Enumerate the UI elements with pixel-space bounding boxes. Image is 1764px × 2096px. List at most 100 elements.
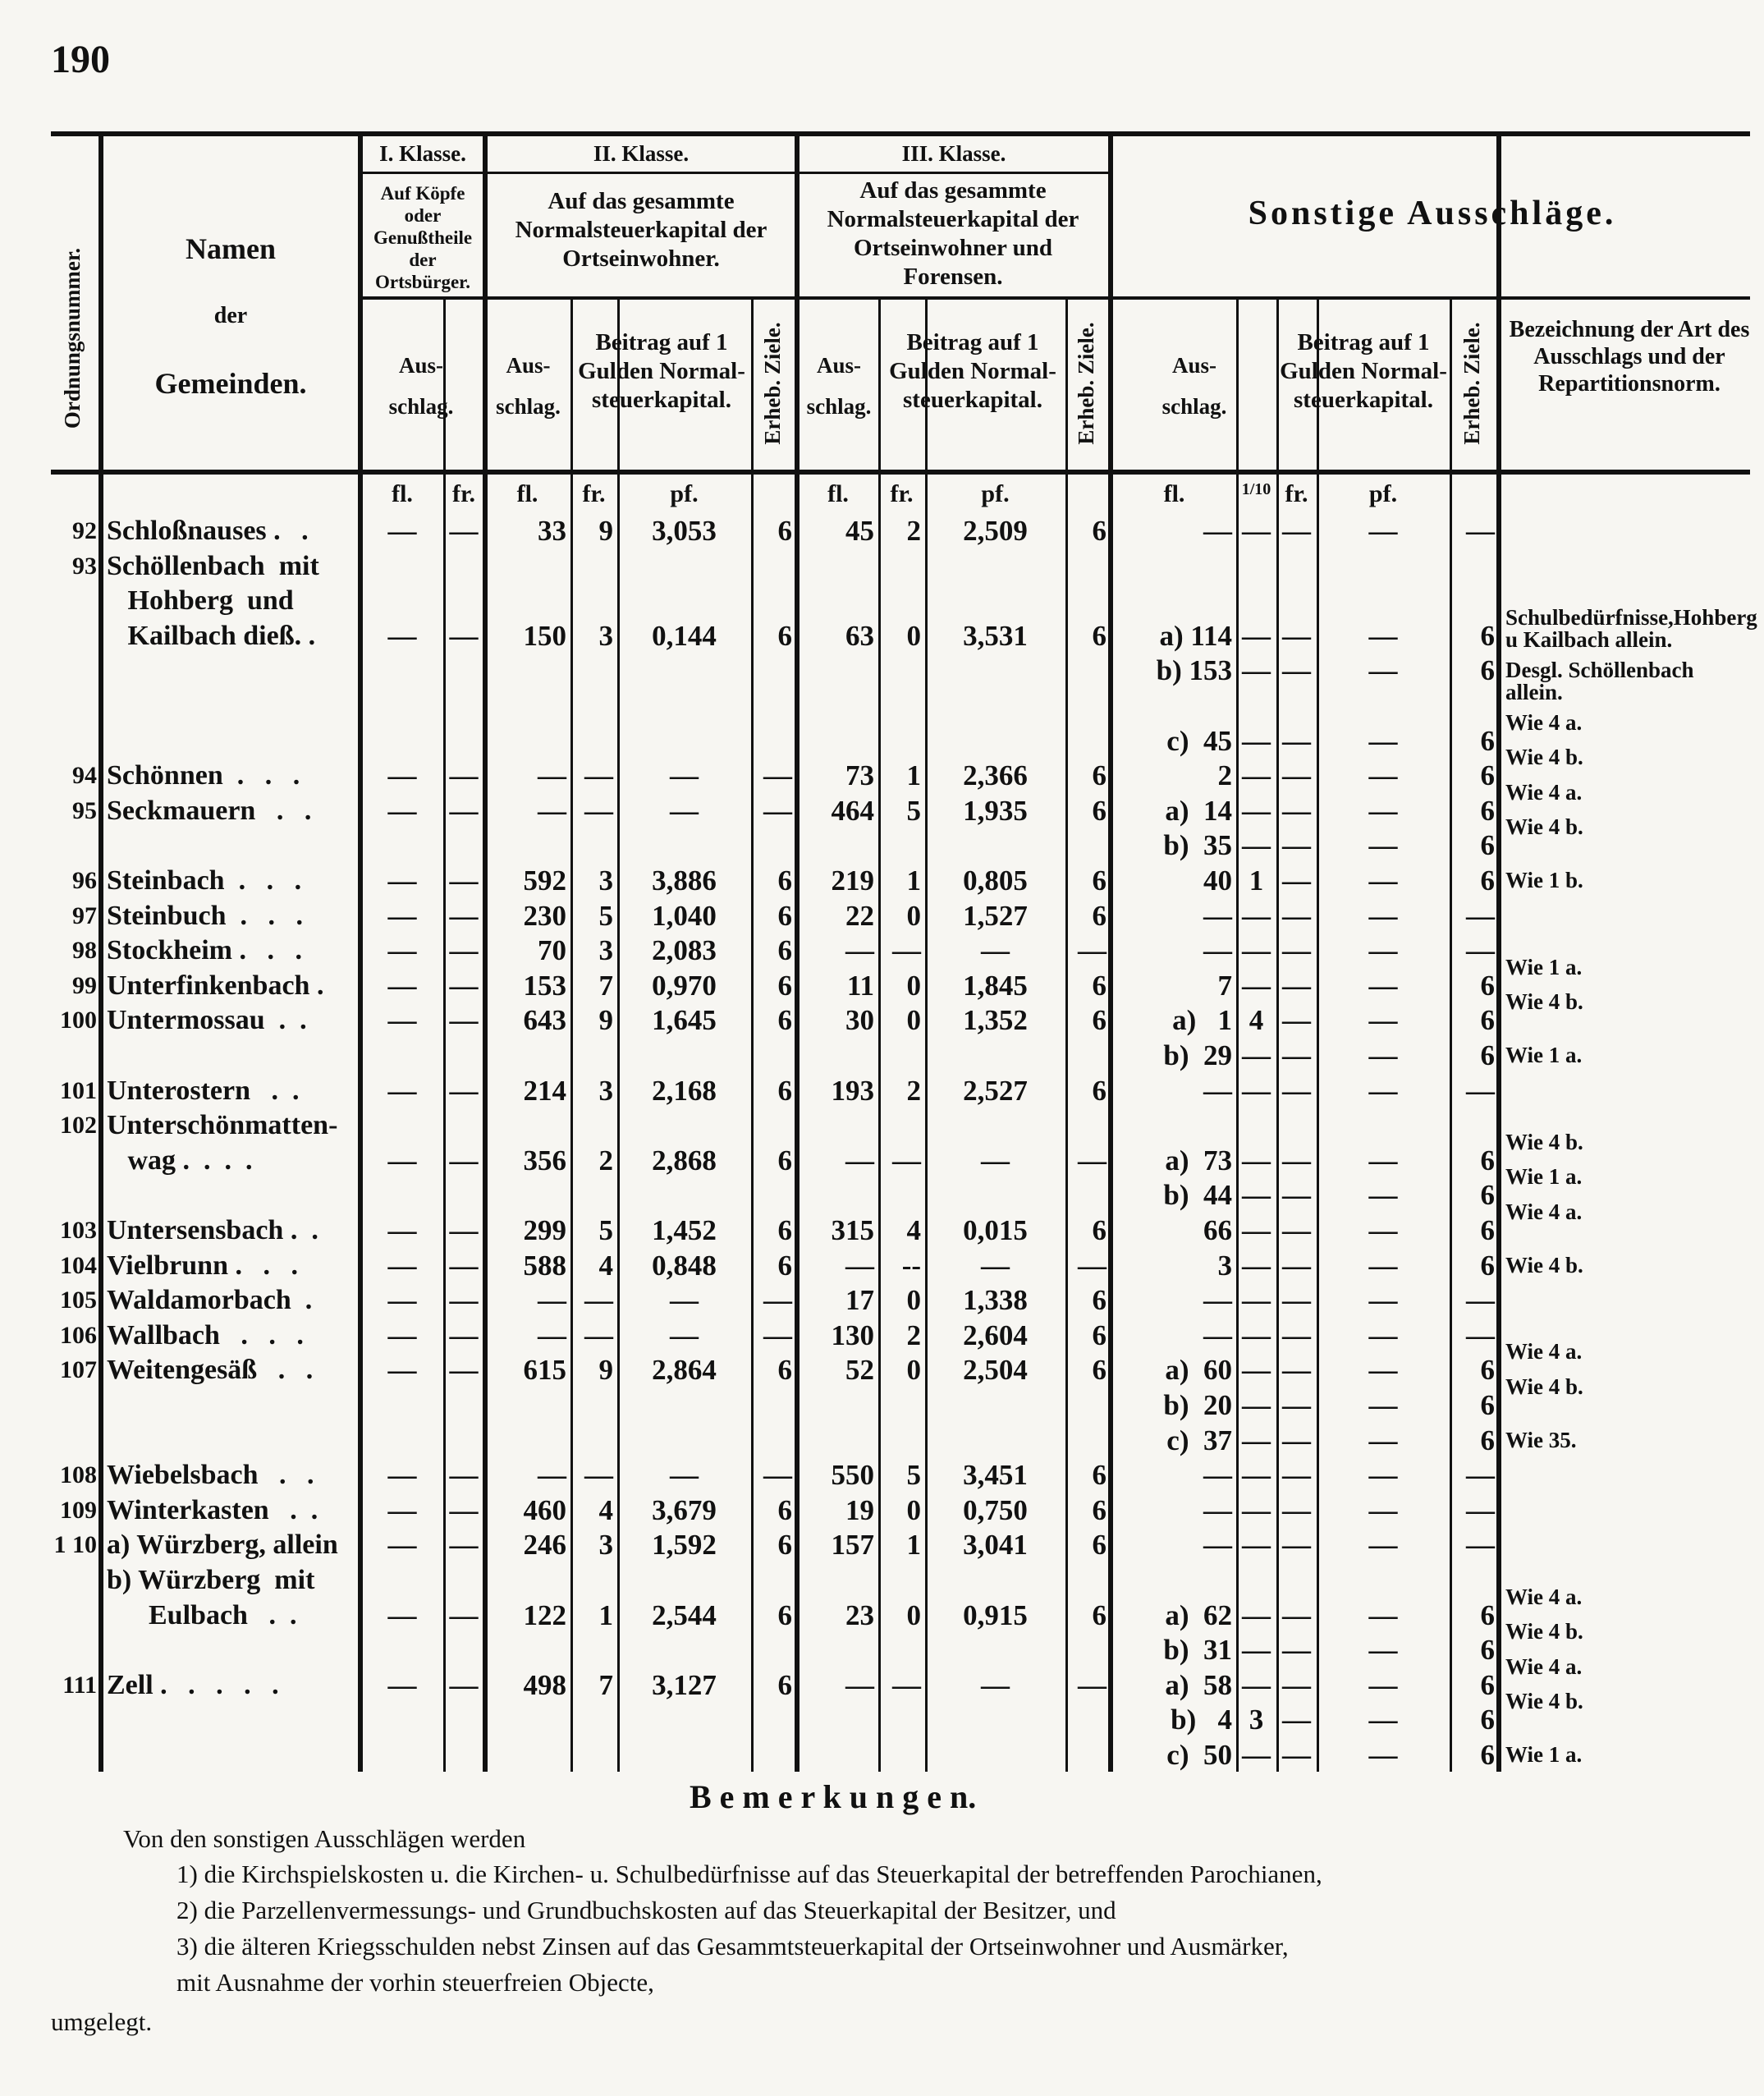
cell-s10: —: [1242, 619, 1271, 652]
cell-c2fl: 33: [538, 515, 566, 547]
cell-c1fr: —: [449, 1459, 479, 1492]
unit-c2fr: fr.: [582, 480, 606, 507]
cell-c2pf: 2,868: [652, 1144, 717, 1176]
cell-sfr: —: [1282, 934, 1311, 967]
cell-c3fr: —: [892, 1144, 921, 1176]
column-rule: [925, 300, 928, 1772]
cell-sfr: —: [1282, 619, 1311, 652]
cell-c3z: 6: [1092, 1004, 1107, 1037]
cell-spf: —: [1368, 1704, 1398, 1736]
cell-sz: 6: [1480, 1389, 1496, 1421]
cell-c2pf: 0,144: [652, 619, 717, 652]
cell-c1fl: —: [387, 1493, 417, 1526]
cell-spf: —: [1368, 1598, 1398, 1631]
cell-s10: —: [1242, 1598, 1271, 1631]
cell-spf: —: [1368, 1493, 1398, 1526]
cell-c1fl: —: [387, 934, 417, 967]
cell-description: Wie 4 b.: [1505, 814, 1583, 840]
row-number: 93: [72, 552, 97, 580]
cell-sfr: —: [1282, 1214, 1311, 1246]
cell-sfr: —: [1282, 899, 1311, 932]
cell-c3z: 6: [1092, 515, 1107, 547]
cell-c2fr: 7: [598, 1668, 614, 1701]
cell-s10: —: [1242, 1284, 1271, 1317]
column-rule: [1065, 300, 1068, 1772]
column-rule: [878, 300, 881, 1772]
cell-spf: —: [1368, 1074, 1398, 1107]
municipality-name: Wiebelsbach . .: [107, 1460, 314, 1491]
class1-subtitle: Auf Köpfe oder Genußtheile der Ortsbürge…: [373, 183, 473, 292]
cell-c2z: 6: [777, 934, 793, 967]
cell-c3pf: 2,527: [963, 1074, 1028, 1107]
column-rule: [617, 300, 620, 1772]
cell-c1fl: —: [387, 619, 417, 652]
cell-s10: —: [1242, 829, 1271, 862]
cell-spf: —: [1368, 1284, 1398, 1317]
cell-c2z: 6: [777, 1598, 793, 1631]
cell-c2pf: 1,592: [652, 1529, 717, 1562]
cell-s10: —: [1242, 794, 1271, 827]
row-number: 111: [62, 1671, 97, 1699]
cell-c2fr: —: [584, 794, 613, 827]
cell-c2pf: 2,168: [652, 1074, 717, 1107]
cell-sfl: a) 14: [1165, 794, 1232, 827]
cell-c3fl: —: [845, 1668, 874, 1701]
class2-subtitle: Auf das gesammte Normalsteuerkapital der…: [515, 188, 767, 272]
cell-c2z: 6: [777, 1529, 793, 1562]
cell-c2fl: —: [538, 1284, 566, 1317]
cell-sfl: a) 1: [1172, 1004, 1232, 1037]
municipality-name: Hohberg und: [107, 585, 294, 617]
cell-c3pf: 1,527: [963, 899, 1028, 932]
cell-c2fl: 299: [523, 1214, 567, 1246]
cell-c3fr: 2: [906, 1319, 922, 1351]
cell-c2z: 6: [777, 899, 793, 932]
cell-c3z: 6: [1092, 1598, 1107, 1631]
cell-description: Wie 4 a.: [1505, 1584, 1583, 1609]
row-number: 102: [60, 1112, 97, 1140]
cell-c3fl: 11: [846, 969, 874, 1002]
unit-s10: 1/10: [1241, 480, 1271, 498]
cell-description: Wie 4 b.: [1505, 745, 1583, 770]
municipality-name: Untersensbach . .: [107, 1215, 318, 1245]
row-number: 92: [72, 517, 97, 544]
column-rule: [570, 300, 573, 1772]
cell-c2fr: 3: [598, 619, 614, 652]
cell-spf: —: [1368, 1214, 1398, 1246]
cell-c3pf: 1,338: [963, 1284, 1028, 1317]
row-number: 96: [72, 867, 97, 894]
cell-c2fl: 588: [523, 1249, 567, 1282]
cell-s10: —: [1242, 1739, 1271, 1771]
municipality-name: Seckmauern . .: [107, 795, 312, 826]
cell-c3fl: 550: [831, 1459, 875, 1492]
cell-c1fr: —: [449, 1354, 479, 1387]
cell-c2fr: 3: [598, 934, 614, 967]
cell-s10: —: [1242, 1668, 1271, 1701]
cell-c3pf: 3,041: [963, 1529, 1028, 1562]
cell-sfl: —: [1203, 1319, 1232, 1351]
municipality-name: Stockheim . . .: [107, 935, 302, 966]
municipality-name: wag . . . .: [107, 1144, 253, 1176]
cell-c3pf: 2,366: [963, 759, 1028, 792]
cell-c2fr: 9: [598, 1004, 614, 1037]
cell-spf: —: [1368, 619, 1398, 652]
cell-c2z: —: [763, 1319, 792, 1351]
cell-c3pf: 0,750: [963, 1493, 1028, 1526]
cell-c2fr: 7: [598, 969, 614, 1002]
cell-c2pf: —: [670, 1459, 699, 1492]
remarks-item: 2) die Parzellenvermessungs- und Grundbu…: [176, 1896, 1116, 1924]
cell-c3z: 6: [1092, 865, 1107, 897]
cell-c2fr: 9: [598, 515, 614, 547]
cell-c1fr: —: [449, 1529, 479, 1562]
cell-c2fl: 153: [523, 969, 567, 1002]
cell-sz: 6: [1480, 1039, 1496, 1071]
cell-c3z: 6: [1092, 1284, 1107, 1317]
cell-description: Wie 4 b.: [1505, 1619, 1583, 1644]
cell-c3fl: —: [845, 1144, 874, 1176]
cell-c3fr: 5: [906, 794, 922, 827]
municipality-name: Schöllenbach mit: [107, 550, 319, 581]
cell-c1fr: —: [449, 794, 479, 827]
cell-c2fr: 3: [598, 1529, 614, 1562]
cell-c2z: 6: [777, 1004, 793, 1037]
cell-c2pf: 3,053: [652, 515, 717, 547]
column-rule-thick: [99, 136, 103, 1772]
